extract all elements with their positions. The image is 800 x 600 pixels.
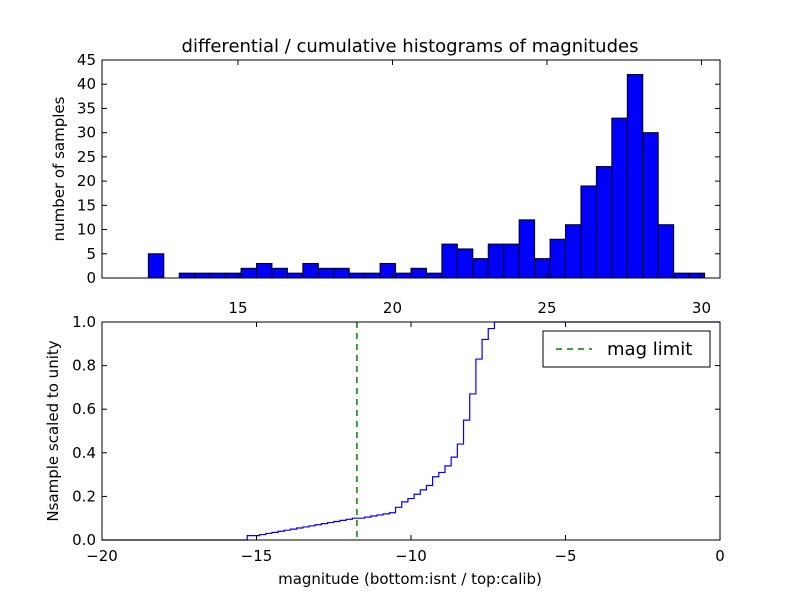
y-tick-label: 15 xyxy=(77,196,96,214)
histogram-bar xyxy=(565,224,582,279)
y-tick-label: 25 xyxy=(77,148,96,166)
histogram-bar xyxy=(595,166,613,279)
histogram-bar xyxy=(673,272,690,279)
top-plot-frame xyxy=(101,59,721,279)
histogram-bar xyxy=(225,272,242,279)
histogram-bar xyxy=(348,272,366,279)
histogram-bar xyxy=(425,272,443,279)
x-tick-label: −15 xyxy=(241,547,273,565)
histogram-bar xyxy=(364,272,381,279)
histogram-bar xyxy=(472,258,489,279)
histogram-bar xyxy=(456,248,474,279)
histogram-bar xyxy=(611,117,628,279)
y-tick-label: 20 xyxy=(77,172,96,190)
x-tick-label: 30 xyxy=(692,299,711,317)
legend: mag limit xyxy=(542,330,711,368)
histogram-bar xyxy=(410,267,427,279)
y-tick-label: 0.4 xyxy=(72,444,96,462)
y-tick-label: 35 xyxy=(77,99,96,117)
histogram-bar xyxy=(379,262,397,279)
x-tick-label: 15 xyxy=(228,299,247,317)
y-tick-label: 0.0 xyxy=(72,531,96,549)
x-tick-label: −5 xyxy=(554,547,576,565)
histogram-bar xyxy=(534,258,551,279)
y-tick-label: 1.0 xyxy=(72,313,96,331)
y-tick-label: 5 xyxy=(86,245,96,263)
bottom-cumulative-plot: 0.0 0.2 0.4 0.6 0.8 1.0 −20 −15 −10 −5 0 xyxy=(72,313,725,565)
bottom-chart-xlabel: magnitude (bottom:isnt / top:calib) xyxy=(278,570,542,588)
cumulative-step-line xyxy=(102,321,720,541)
top-chart-title: differential / cumulative histograms of … xyxy=(182,36,639,57)
histogram-bar xyxy=(302,262,319,279)
histogram-bar xyxy=(194,272,211,279)
histogram-bar xyxy=(642,132,659,279)
histogram-bar xyxy=(626,74,644,279)
y-tick-label: 30 xyxy=(77,124,96,142)
histogram-bar xyxy=(549,238,566,279)
histogram-bar xyxy=(395,272,412,279)
histogram-bar xyxy=(688,272,706,279)
y-tick-label: 40 xyxy=(77,75,96,93)
histogram-bar xyxy=(333,267,350,279)
histogram-bar xyxy=(657,224,675,279)
histogram-bar xyxy=(271,267,288,279)
histogram-bar xyxy=(286,272,304,279)
histogram-bar xyxy=(256,262,273,279)
histogram-bar xyxy=(147,253,165,279)
y-tick-label: 10 xyxy=(77,221,96,239)
y-tick-label: 45 xyxy=(77,51,96,69)
histogram-bar xyxy=(240,267,258,279)
y-tick-label: 0 xyxy=(86,269,96,287)
histogram-bar xyxy=(503,243,520,279)
histogram-bar xyxy=(487,243,505,279)
y-tick-label: 0.8 xyxy=(72,357,96,375)
top-chart-ylabel: number of samples xyxy=(50,96,68,241)
histogram-bar xyxy=(209,272,227,279)
histogram-bar xyxy=(441,243,458,279)
x-tick-label: −20 xyxy=(86,547,118,565)
x-tick-label: 0 xyxy=(715,547,725,565)
bottom-chart-ylabel: Nsample scaled to unity xyxy=(44,340,62,521)
x-tick-label: 25 xyxy=(537,299,556,317)
x-tick-label: −10 xyxy=(395,547,427,565)
histogram-bar xyxy=(178,272,196,279)
y-tick-label: 0.2 xyxy=(72,487,96,505)
histogram-bar xyxy=(317,267,335,279)
top-histogram-plot: 0 5 10 15 20 25 30 35 40 45 15 20 25 30 xyxy=(77,51,721,317)
legend-label-mag-limit: mag limit xyxy=(607,339,692,360)
x-tick-label: 20 xyxy=(383,299,402,317)
histogram-bar xyxy=(580,185,597,279)
histogram-bar xyxy=(518,219,536,279)
y-tick-label: 0.6 xyxy=(72,400,96,418)
